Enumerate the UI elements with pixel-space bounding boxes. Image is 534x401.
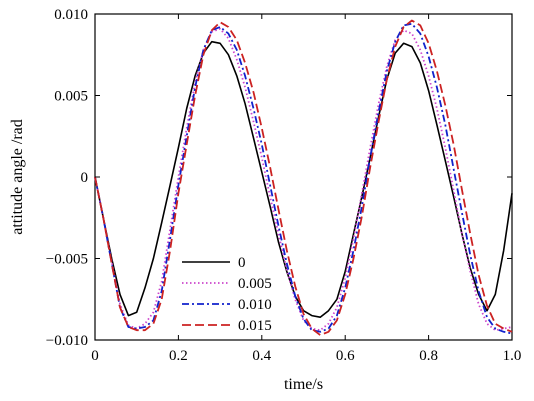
y-axis-label: attitude angle /rad [9,119,26,235]
legend-label-2: 0.010 [238,297,272,313]
legend: 0 0.005 0.010 0.015 [182,255,272,334]
legend-label-1: 0.005 [238,276,272,292]
x-tick-label: 1.0 [503,348,522,364]
x-tick-label: 0 [91,348,99,364]
series-line-2 [94,22,513,335]
x-tick-label: 0.8 [419,348,438,364]
y-tick-label: −0.005 [46,252,88,268]
x-axis-ticks: 0 0.2 0.4 0.6 0.8 1.0 [91,14,521,364]
y-axis-ticks: −0.010 −0.005 0 0.005 0.010 [46,7,512,349]
series-line-0 [94,40,513,319]
series-line-3 [94,19,513,337]
legend-label-3: 0.015 [238,318,272,334]
y-tick-label: 0 [81,170,89,186]
series-line-1 [94,27,513,332]
x-axis-label: time/s [284,376,323,393]
y-tick-label: 0.010 [54,7,88,23]
x-tick-label: 0.2 [169,348,188,364]
series-layer [94,19,513,337]
plot-area: 0 0.2 0.4 0.6 0.8 1.0 −0.010 −0.005 0 0.005 0.010 [46,7,522,364]
y-tick-label: −0.010 [46,333,88,349]
x-tick-label: 0.4 [252,348,271,364]
x-tick-label: 0.6 [336,348,355,364]
y-tick-label: 0.005 [54,89,88,105]
legend-label-0: 0 [238,255,246,271]
